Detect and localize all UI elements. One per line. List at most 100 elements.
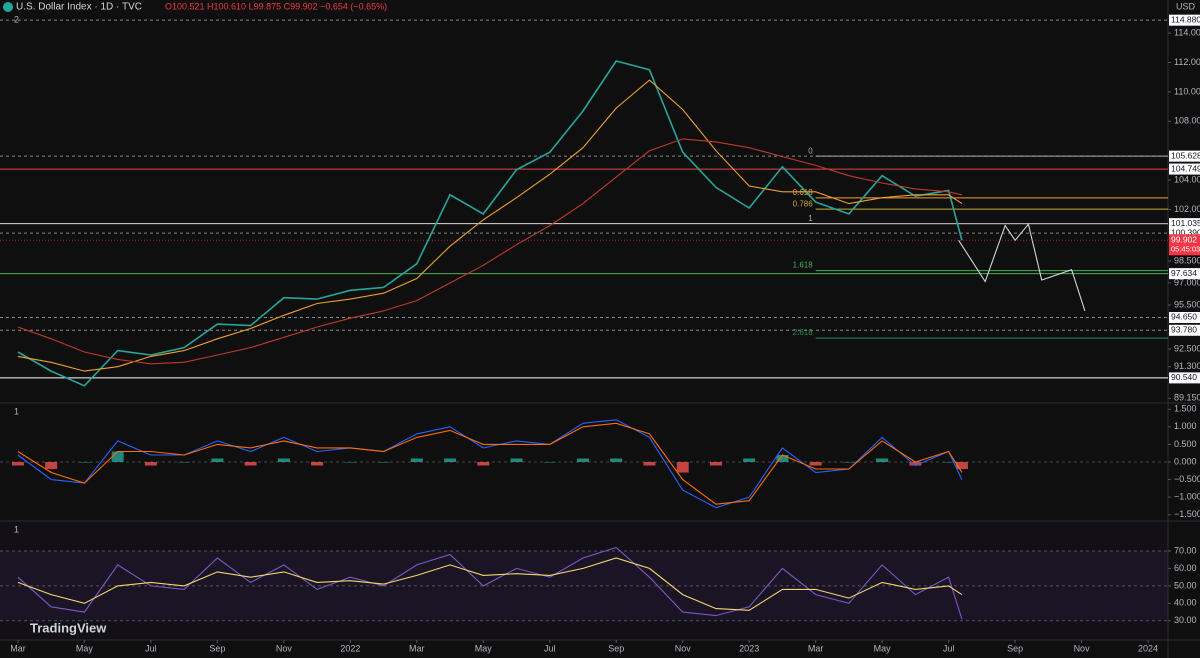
y-tick-label: 110.000 xyxy=(1174,86,1200,96)
fib-ratio: 2.618 xyxy=(793,328,814,337)
y-tick-label: 1.000 xyxy=(1174,421,1197,431)
level-label: 101.035 xyxy=(1171,218,1200,228)
series-line xyxy=(17,79,963,372)
level-label: 105.628 xyxy=(1171,150,1200,160)
histogram-bar xyxy=(909,462,922,466)
x-tick-label: 2024 xyxy=(1138,643,1158,653)
y-tick-label: 91.300 xyxy=(1174,361,1200,371)
histogram-bar xyxy=(876,458,889,462)
y-tick-label: 112.000 xyxy=(1174,57,1200,67)
histogram-bar xyxy=(510,458,523,462)
x-tick-label: Jul xyxy=(544,643,556,653)
level-label: 100.390 xyxy=(1171,227,1200,237)
y-tick-label: 102.000 xyxy=(1174,204,1200,214)
y-tick-label: −1.000 xyxy=(1174,492,1200,502)
histogram-bar xyxy=(743,458,756,462)
y-tick-label: 1.500 xyxy=(1174,404,1197,414)
histogram-bar xyxy=(178,462,191,463)
y-tick-label: 89.150 xyxy=(1174,393,1200,403)
level-label-box xyxy=(1169,324,1200,336)
fib-ratio: 0.618 xyxy=(793,188,814,197)
level-label-box xyxy=(1169,311,1200,323)
histogram-bar xyxy=(144,462,157,466)
countdown: 05:45:03 xyxy=(1171,244,1200,253)
y-tick-label: −1.500 xyxy=(1174,509,1200,519)
fib-ratio: 0.786 xyxy=(793,199,814,208)
y-tick-label: 50.00 xyxy=(1174,580,1197,590)
histogram-bar xyxy=(111,451,124,462)
y-tick-label: 97.000 xyxy=(1174,277,1200,287)
level-label: 104.749 xyxy=(1171,163,1200,173)
level-label: 97.634 xyxy=(1171,268,1197,278)
last-price-box xyxy=(1169,234,1200,256)
level-label-box xyxy=(1169,268,1200,280)
fib-ratio: 1 xyxy=(808,214,813,223)
x-tick-label: Sep xyxy=(608,643,624,653)
histogram-bar xyxy=(809,462,822,466)
logo[interactable]: TradingView xyxy=(30,620,107,635)
x-tick-label: Nov xyxy=(1074,643,1091,653)
histogram-bar xyxy=(942,462,955,463)
x-tick-label: May xyxy=(874,643,892,653)
series-line xyxy=(17,60,963,387)
y-tick-label: 0.000 xyxy=(1174,456,1197,466)
histogram-bar xyxy=(577,458,590,462)
y-tick-label: 104.000 xyxy=(1174,174,1200,184)
x-tick-label: Nov xyxy=(276,643,293,653)
fib-ratio: 1.618 xyxy=(793,261,814,270)
pane-label[interactable]: 1 xyxy=(14,524,19,534)
x-tick-label: Mar xyxy=(409,643,425,653)
y-tick-label: 98.500 xyxy=(1174,255,1200,265)
histogram-bar xyxy=(543,462,556,463)
level-label-box xyxy=(1169,372,1200,384)
symbol[interactable]: U.S. Dollar Index · 1D · TVC xyxy=(16,2,142,13)
histogram-bar xyxy=(277,458,290,462)
x-tick-label: May xyxy=(475,643,493,653)
level-label-box xyxy=(1169,14,1200,26)
y-tick-label: 70.00 xyxy=(1174,545,1197,555)
level-label-box xyxy=(1169,163,1200,175)
y-tick-label: 95.500 xyxy=(1174,299,1200,309)
level-label-box xyxy=(1169,150,1200,162)
pane-label[interactable]: 2 xyxy=(14,14,19,24)
y-tick-label: 92.500 xyxy=(1174,343,1200,353)
histogram-bar xyxy=(211,458,224,462)
y-tick-label: 114.000 xyxy=(1174,27,1200,37)
histogram-bar xyxy=(444,458,457,462)
histogram-bar xyxy=(709,462,722,466)
histogram-bar xyxy=(11,462,24,466)
histogram-bar xyxy=(244,462,257,466)
histogram-bar xyxy=(45,462,58,470)
x-tick-label: Jul xyxy=(145,643,157,653)
x-tick-label: Sep xyxy=(209,643,225,653)
y-tick-label: 0.500 xyxy=(1174,439,1197,449)
histogram-bar xyxy=(955,462,968,470)
level-label: 90.540 xyxy=(1171,372,1197,382)
histogram-bar xyxy=(643,462,656,466)
x-tick-label: May xyxy=(76,643,94,653)
level-label: 93.780 xyxy=(1171,325,1197,335)
level-label-box xyxy=(1169,227,1200,239)
histogram-bar xyxy=(78,462,91,463)
y-tick-label: 108.000 xyxy=(1174,116,1200,126)
x-tick-label: Nov xyxy=(675,643,692,653)
last-price-label: 99.902 xyxy=(1171,235,1197,245)
series-line xyxy=(17,422,963,505)
x-tick-label: Mar xyxy=(808,643,824,653)
series-line xyxy=(17,557,963,611)
x-tick-label: Jul xyxy=(943,643,955,653)
y-tick-label: 30.00 xyxy=(1174,615,1197,625)
series-line xyxy=(958,222,1086,312)
currency[interactable]: USD xyxy=(1176,1,1196,11)
y-tick-label: −0.500 xyxy=(1174,474,1200,484)
level-label: 114.880 xyxy=(1171,14,1200,24)
histogram-bar xyxy=(410,458,423,462)
histogram-bar xyxy=(842,462,855,463)
x-tick-label: 2023 xyxy=(739,643,759,653)
histogram-bar xyxy=(377,462,390,463)
histogram-bar xyxy=(311,462,324,466)
pane-label[interactable]: 1 xyxy=(14,406,19,416)
x-tick-label: Sep xyxy=(1007,643,1023,653)
fib-ratio: 0 xyxy=(808,146,813,155)
